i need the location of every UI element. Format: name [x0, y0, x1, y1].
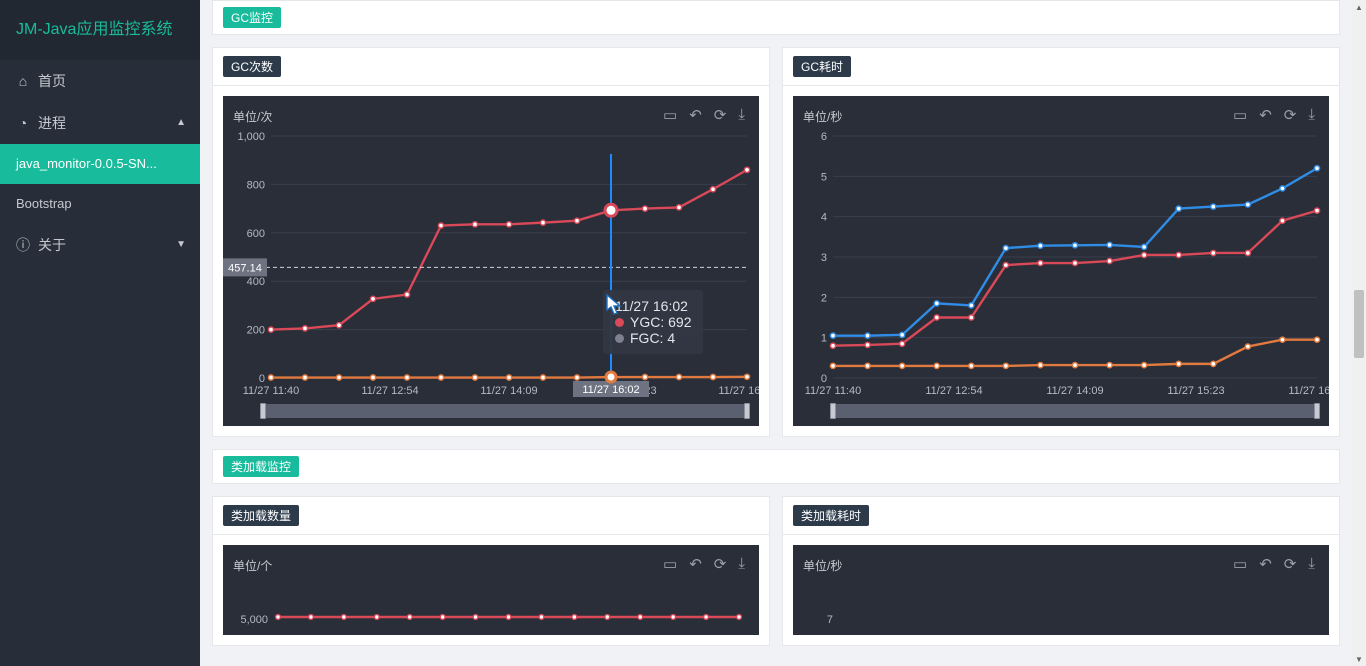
svg-text:5,000: 5,000: [240, 614, 268, 626]
scrollbar-thumb[interactable]: [1354, 290, 1364, 358]
svg-text:1,000: 1,000: [237, 131, 265, 143]
nav-about[interactable]: ⓘ 关于 ▼: [0, 224, 200, 266]
svg-text:11/27 14:09: 11/27 14:09: [480, 385, 537, 397]
zoom-select-icon[interactable]: ▭: [1233, 555, 1247, 573]
svg-text:1: 1: [821, 333, 827, 345]
chevron-down-icon: ▼: [176, 224, 186, 266]
svg-text:400: 400: [247, 276, 265, 288]
chart-unit: 单位/个: [233, 557, 272, 574]
sidebar-item-java-monitor[interactable]: java_monitor-0.0.5-SN...: [0, 144, 200, 184]
refresh-icon[interactable]: ⟳: [1284, 106, 1297, 124]
chart-toolbar: ▭ ↶ ⟳ ⤓: [663, 555, 745, 573]
chevron-up-icon: ▲: [176, 102, 186, 144]
panel-title-wrap: 类加载耗时: [783, 497, 1339, 535]
panel-title-gc-count: GC次数: [223, 56, 281, 77]
brand-title: JM-Java应用监控系统: [0, 0, 200, 60]
scroll-up-icon[interactable]: ▲: [1352, 0, 1366, 14]
panel-title-wrap: GC次数: [213, 48, 769, 86]
zoom-reset-icon[interactable]: ↶: [689, 555, 702, 573]
svg-text:11/27 16:02: 11/27 16:02: [582, 384, 639, 396]
refresh-icon[interactable]: ⟳: [714, 555, 727, 573]
class-monitor-header-panel: 类加载监控: [212, 449, 1340, 484]
svg-text:11/27 16:37: 11/27 16:37: [718, 385, 759, 397]
zoom-select-icon[interactable]: ▭: [663, 106, 677, 124]
sidebar: JM-Java应用监控系统 ⌂ 首页 ◔ 进程 ▲ java_monitor-0…: [0, 0, 200, 666]
svg-text:0: 0: [821, 373, 827, 385]
chart-unit: 单位/秒: [803, 557, 842, 574]
zoom-reset-icon[interactable]: ↶: [689, 106, 702, 124]
section-tag-gc: GC监控: [223, 7, 281, 28]
refresh-icon[interactable]: ⟳: [1284, 555, 1297, 573]
sidebar-item-bootstrap[interactable]: Bootstrap: [0, 184, 200, 224]
svg-text:3: 3: [821, 252, 827, 264]
gc-monitor-header-panel: GC监控: [212, 0, 1340, 35]
info-icon: ⓘ: [16, 224, 30, 266]
download-icon[interactable]: ⤓: [1308, 106, 1315, 124]
chart-toolbar: ▭ ↶ ⟳ ⤓: [1233, 106, 1315, 124]
svg-text:5: 5: [821, 171, 827, 183]
panel-title-class-time: 类加载耗时: [793, 505, 869, 526]
nav-home[interactable]: ⌂ 首页: [0, 60, 200, 102]
panel-gc-time: GC耗时 0 1 2 3 4 5 6 11/27 11:40 11/27 12:54 11/27 …: [782, 47, 1340, 437]
zoom-select-icon[interactable]: ▭: [1233, 106, 1247, 124]
refresh-icon[interactable]: ⟳: [714, 106, 727, 124]
vertical-scrollbar[interactable]: ▲ ▼: [1352, 0, 1366, 666]
panel-title-wrap: GC耗时: [783, 48, 1339, 86]
chart-tooltip: 11/27 16:02YGC: 692FGC: 4: [603, 290, 703, 354]
nav-process[interactable]: ◔ 进程 ▲: [0, 102, 200, 144]
main-content: GC监控 GC次数 0 200 400 600 800 1,000 11/27 11:40 1…: [200, 0, 1352, 666]
nav-process-label: 进程: [38, 102, 66, 144]
svg-text:11/27 14:09: 11/27 14:09: [1046, 385, 1103, 397]
zoom-slider[interactable]: [263, 404, 747, 418]
svg-text:0: 0: [259, 373, 265, 385]
panel-class-count: 类加载数量 5,000 单位/个 ▭ ↶ ⟳ ⤓: [212, 496, 770, 646]
panel-title-gc-time: GC耗时: [793, 56, 851, 77]
svg-text:800: 800: [247, 179, 265, 191]
zoom-handle-left[interactable]: [260, 403, 266, 419]
chart-class-count[interactable]: 5,000 单位/个 ▭ ↶ ⟳ ⤓: [223, 545, 759, 635]
download-icon[interactable]: ⤓: [1308, 555, 1315, 573]
home-icon: ⌂: [16, 60, 30, 102]
scroll-down-icon[interactable]: ▼: [1352, 652, 1366, 666]
panel-title-wrap: 类加载数量: [213, 497, 769, 535]
download-icon[interactable]: ⤓: [738, 106, 745, 124]
zoom-handle-left[interactable]: [830, 403, 836, 419]
svg-text:11/27 15:23: 11/27 15:23: [1167, 385, 1224, 397]
svg-text:457.14: 457.14: [228, 262, 262, 274]
svg-text:7: 7: [827, 614, 833, 626]
chart-gc-time[interactable]: 0 1 2 3 4 5 6 11/27 11:40 11/27 12:54 11/27 14:09…: [793, 96, 1329, 426]
class-row: 类加载数量 5,000 单位/个 ▭ ↶ ⟳ ⤓ 类加载耗时 7 单位/秒 ▭: [212, 496, 1340, 658]
chart-unit: 单位/秒: [803, 108, 842, 125]
svg-text:200: 200: [247, 325, 265, 337]
zoom-reset-icon[interactable]: ↶: [1259, 555, 1272, 573]
svg-text:11/27 12:54: 11/27 12:54: [361, 385, 418, 397]
chart-gc-count[interactable]: 0 200 400 600 800 1,000 11/27 11:40 11/27 12:54…: [223, 96, 759, 426]
section-tag-class: 类加载监控: [223, 456, 299, 477]
chart-class-time[interactable]: 7 单位/秒 ▭ ↶ ⟳ ⤓: [793, 545, 1329, 635]
svg-text:11/27 12:54: 11/27 12:54: [925, 385, 982, 397]
zoom-handle-right[interactable]: [744, 403, 750, 419]
svg-text:600: 600: [247, 228, 265, 240]
chart-toolbar: ▭ ↶ ⟳ ⤓: [663, 106, 745, 124]
gauge-icon: ◔: [16, 102, 30, 144]
download-icon[interactable]: ⤓: [738, 555, 745, 573]
zoom-handle-right[interactable]: [1314, 403, 1320, 419]
panel-class-time: 类加载耗时 7 单位/秒 ▭ ↶ ⟳ ⤓: [782, 496, 1340, 646]
gc-row: GC次数 0 200 400 600 800 1,000 11/27 11:40 11/27 …: [212, 47, 1340, 449]
zoom-reset-icon[interactable]: ↶: [1259, 106, 1272, 124]
svg-text:4: 4: [821, 212, 827, 224]
svg-text:11/27 11:40: 11/27 11:40: [243, 385, 299, 397]
panel-gc-count: GC次数 0 200 400 600 800 1,000 11/27 11:40 11/27 …: [212, 47, 770, 437]
svg-text:2: 2: [821, 292, 827, 304]
svg-text:6: 6: [821, 131, 827, 143]
nav-home-label: 首页: [38, 60, 66, 102]
svg-text:11/27 16:37: 11/27 16:37: [1288, 385, 1329, 397]
chart-unit: 单位/次: [233, 108, 272, 125]
chart-toolbar: ▭ ↶ ⟳ ⤓: [1233, 555, 1315, 573]
zoom-slider[interactable]: [833, 404, 1317, 418]
panel-title-class-count: 类加载数量: [223, 505, 299, 526]
svg-text:11/27 11:40: 11/27 11:40: [805, 385, 861, 397]
nav-about-label: 关于: [38, 224, 66, 266]
zoom-select-icon[interactable]: ▭: [663, 555, 677, 573]
